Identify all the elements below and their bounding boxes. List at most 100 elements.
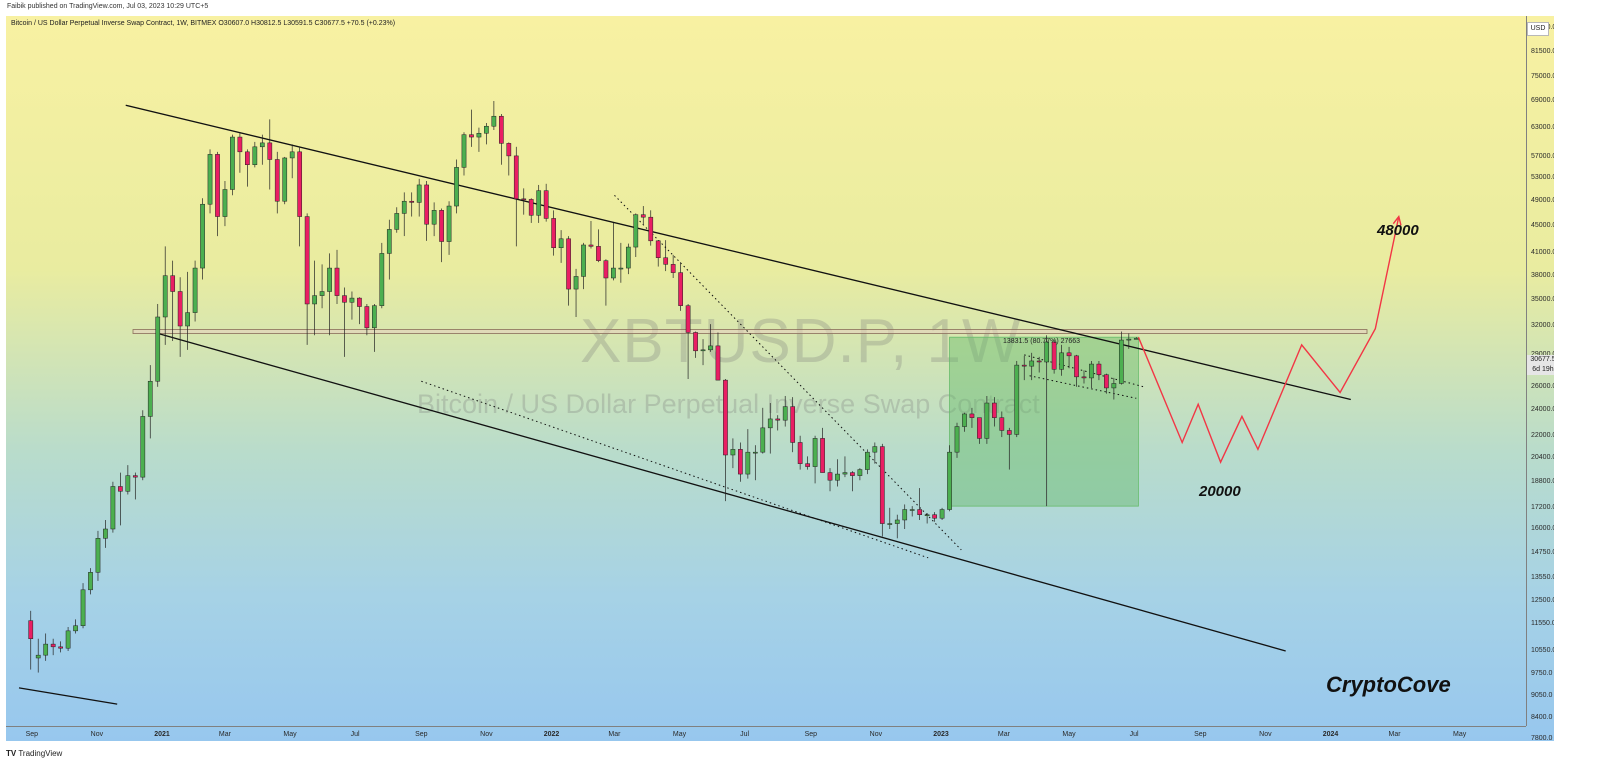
candle: [625, 243, 631, 275]
trendline-1: [157, 332, 1286, 652]
candle: [439, 208, 444, 263]
candle-body: [342, 295, 347, 303]
price-tick: 22000.0: [1531, 431, 1554, 439]
candle: [797, 435, 803, 470]
trendline-6: [1029, 375, 1137, 399]
candle-body: [1051, 341, 1057, 370]
candle: [730, 438, 736, 469]
candle-body: [65, 630, 71, 649]
candle-body: [618, 267, 624, 270]
candle-body: [1044, 341, 1049, 363]
trendline-2: [18, 687, 118, 705]
candle: [723, 379, 728, 502]
candle: [342, 287, 347, 357]
candle-body: [379, 253, 385, 306]
time-tick: Nov: [1259, 731, 1272, 738]
candle-body: [611, 267, 616, 279]
candle-body: [633, 214, 639, 248]
candle-body: [521, 198, 527, 201]
candle-body: [386, 229, 392, 254]
tradingview-wordmark: TradingView: [18, 749, 63, 758]
candle-body: [192, 267, 198, 313]
candle-body: [28, 620, 34, 639]
candle-body: [327, 267, 332, 292]
candle-body: [431, 210, 437, 225]
candle: [1074, 354, 1079, 387]
time-tick: May: [283, 731, 297, 738]
currency-button[interactable]: USD: [1527, 22, 1549, 36]
price-chart[interactable]: [6, 16, 1526, 726]
time-tick: Sep: [415, 731, 428, 738]
symbol-watermark: XBTUSD.P, 1W: [580, 307, 1022, 376]
price-tick: 9750.0: [1531, 670, 1553, 678]
candle-body: [484, 125, 489, 134]
candle: [416, 178, 422, 217]
candle-body: [185, 312, 190, 327]
candle-body: [581, 244, 586, 277]
chart-plot-area[interactable]: XBTUSD.P, 1W Bitcoin / US Dollar Perpetu…: [6, 16, 1554, 741]
time-tick: Mar: [1388, 731, 1401, 738]
candle-body: [902, 509, 908, 521]
candle: [252, 141, 258, 168]
candle: [558, 230, 564, 263]
price-axis[interactable]: 104000.096000.088500.081500.075000.06900…: [1526, 16, 1554, 741]
candle-body: [992, 402, 997, 418]
candle-body: [947, 451, 952, 510]
candle: [192, 260, 198, 322]
candle-body: [1059, 352, 1064, 370]
candle-body: [401, 200, 407, 214]
candle: [327, 253, 332, 336]
candle-body: [58, 646, 63, 649]
candle: [1081, 370, 1087, 384]
candle: [939, 507, 945, 520]
symbol-legend: Bitcoin / US Dollar Perpetual Inverse Sw…: [11, 20, 396, 27]
candle-body: [715, 345, 721, 381]
candle: [334, 249, 340, 304]
candle: [984, 395, 990, 444]
candle-body: [924, 514, 930, 516]
candle-body: [491, 115, 497, 127]
candle-body: [558, 238, 564, 249]
candle: [528, 198, 534, 223]
time-tick: 2021: [154, 731, 170, 738]
time-tick: Sep: [804, 731, 818, 738]
candle-body: [954, 426, 960, 453]
time-tick: 2023: [933, 731, 949, 738]
candle-body: [215, 154, 220, 217]
price-tick: 7800.0: [1531, 735, 1553, 741]
candle: [902, 504, 908, 529]
candle: [43, 633, 49, 661]
candle-body: [999, 417, 1005, 431]
candle-body: [887, 523, 893, 525]
candle-body: [678, 272, 683, 306]
candle-body: [790, 406, 796, 443]
trendline-0: [125, 104, 1351, 401]
time-axis[interactable]: Sep Nov 2021 Mar May Jul Sep Nov 2022 Mar May Jul Se…: [6, 726, 1526, 741]
time-tick: Nov: [480, 731, 493, 738]
candle: [543, 183, 549, 222]
candle: [954, 422, 960, 458]
candle: [73, 619, 78, 634]
candle-body: [267, 142, 273, 160]
candle-body: [879, 446, 885, 524]
candle: [924, 512, 930, 524]
price-tick: 11550.0: [1531, 620, 1554, 628]
candle-body: [939, 509, 945, 519]
candle: [521, 188, 527, 215]
candle: [872, 442, 878, 464]
candle-body: [162, 275, 168, 318]
candle-body: [1118, 339, 1124, 384]
candle-body: [222, 189, 228, 217]
candle: [648, 210, 654, 246]
candle: [745, 429, 751, 479]
candle: [820, 427, 825, 473]
time-tick: Jul: [350, 731, 360, 738]
candle-body: [603, 260, 609, 279]
tradingview-logo[interactable]: TV TradingView: [6, 749, 62, 758]
candle: [394, 207, 400, 233]
candle: [894, 514, 900, 539]
candle: [110, 481, 116, 533]
candle: [879, 443, 885, 537]
candle: [708, 324, 713, 352]
candle-body: [252, 146, 258, 165]
